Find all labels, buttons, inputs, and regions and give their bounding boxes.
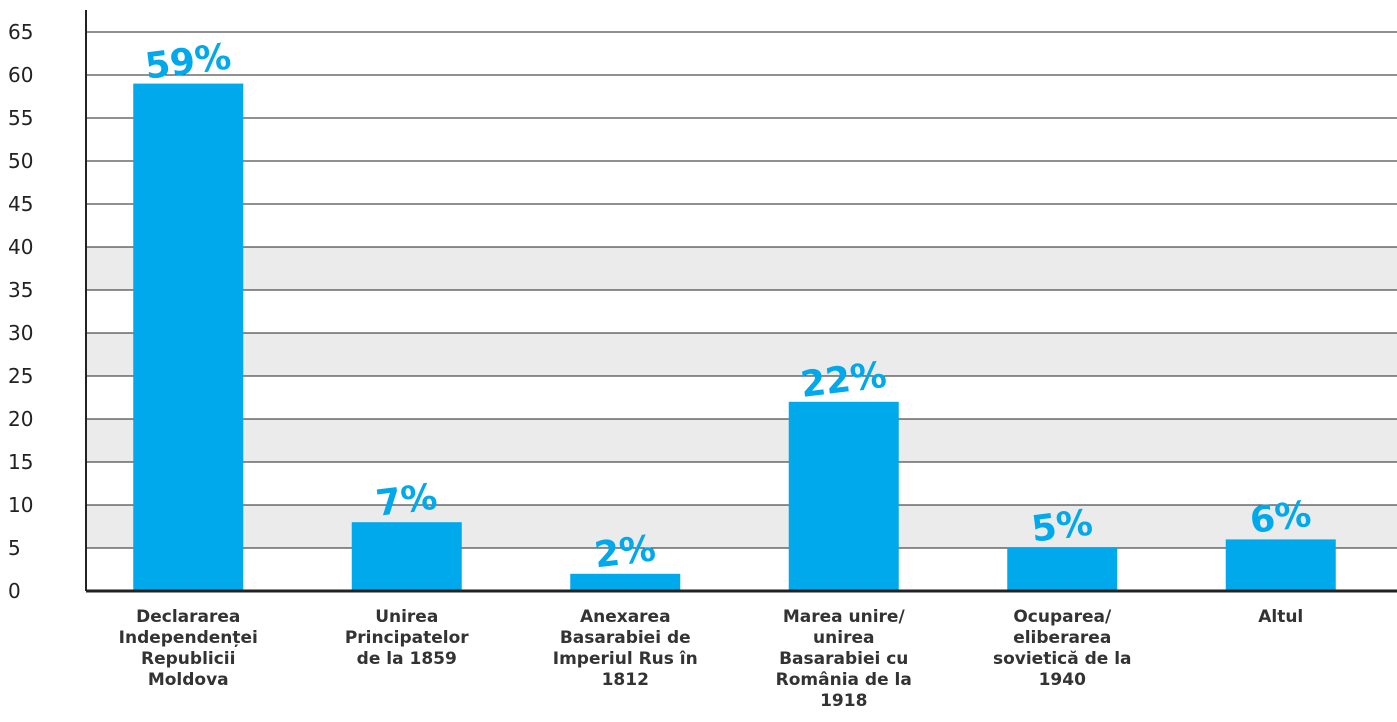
bar [788, 401, 899, 591]
x-category-label-line: Anexarea [580, 607, 671, 627]
x-category-label-line: de la 1859 [357, 649, 457, 669]
y-tick-label: 35 [8, 278, 33, 302]
x-category-label-line: Marea unire/ [783, 607, 906, 627]
x-category-label: Ocuparea/eliberarea sovietică de la 1940 [993, 607, 1132, 690]
x-category-label-line: eliberarea [1013, 628, 1111, 648]
shaded-band [86, 505, 1397, 548]
axes [85, 10, 1397, 593]
bar [1007, 548, 1118, 591]
x-category-label-line: Republicii [141, 649, 235, 669]
data-label: 6% [1248, 494, 1314, 542]
x-category-label-line: Ocuparea/ [1013, 607, 1112, 627]
data-label: 7% [374, 477, 440, 525]
x-category-label-line: 1812 [602, 670, 649, 690]
shaded-band [86, 247, 1397, 290]
x-category-label-line: 1918 [820, 691, 867, 711]
bars [133, 83, 1336, 591]
data-label: 5% [1029, 502, 1095, 550]
y-axis-ticks: 0 5 10 15 20 25 30 35 40 45 50 55 60 65 [8, 20, 33, 603]
x-category-label-line: Basarabiei de [560, 628, 691, 648]
x-category-label-line: Basarabiei cu [779, 649, 908, 669]
y-tick-label: 50 [8, 149, 33, 173]
x-category-label-line: Independenței [119, 628, 258, 648]
shaded-band [86, 419, 1397, 462]
x-category-label: Anexarea Basarabiei de Imperiul Rus în 1812 [553, 607, 698, 690]
x-category-label: Declararea Independenței Republicii Moldova [119, 607, 258, 690]
y-tick-label: 5 [8, 536, 21, 560]
shaded-bands [86, 247, 1397, 548]
y-tick-label: 40 [8, 235, 33, 259]
x-category-label-line: Principatelor [345, 628, 469, 648]
y-tick-label: 25 [8, 364, 33, 388]
y-tick-label: 65 [8, 20, 33, 44]
y-tick-label: 45 [8, 192, 33, 216]
y-tick-label: 60 [8, 63, 33, 87]
x-category-label: Marea unire/unirea Basarabiei cu România d… [776, 607, 912, 711]
x-category-label-line: unirea [813, 628, 874, 648]
x-category-label-line: sovietică de la [993, 649, 1132, 669]
y-tick-label: 20 [8, 407, 33, 431]
x-category-label-line: Imperiul Rus în [553, 649, 698, 669]
y-tick-label: 0 [8, 579, 21, 603]
data-labels: 59%7%2%22%5% 6% [143, 37, 1314, 577]
bar [133, 83, 244, 591]
x-category-label-line: Moldova [148, 670, 229, 690]
x-category-label-line: România de la [776, 670, 912, 690]
x-axis-labels: Declararea Independenței Republicii Moldova… [119, 607, 1304, 711]
x-category-label-line: Altul [1258, 607, 1303, 627]
gridlines [86, 31, 1397, 549]
x-category-label-line: 1940 [1039, 670, 1086, 690]
y-tick-label: 15 [8, 450, 33, 474]
y-tick-label: 10 [8, 493, 33, 517]
x-category-label: Altul [1258, 607, 1303, 627]
bar [1225, 539, 1336, 591]
data-label: 2% [592, 528, 658, 576]
x-category-label-line: Unirea [375, 607, 438, 627]
bar [570, 573, 681, 591]
y-tick-label: 55 [8, 106, 33, 130]
x-category-label: Unirea Principatelor de la 1859 [345, 607, 469, 669]
data-label: 59% [143, 37, 234, 88]
bar [351, 522, 462, 591]
shaded-band [86, 333, 1397, 376]
x-category-label-line: Declararea [136, 607, 240, 627]
y-tick-label: 30 [8, 321, 33, 345]
